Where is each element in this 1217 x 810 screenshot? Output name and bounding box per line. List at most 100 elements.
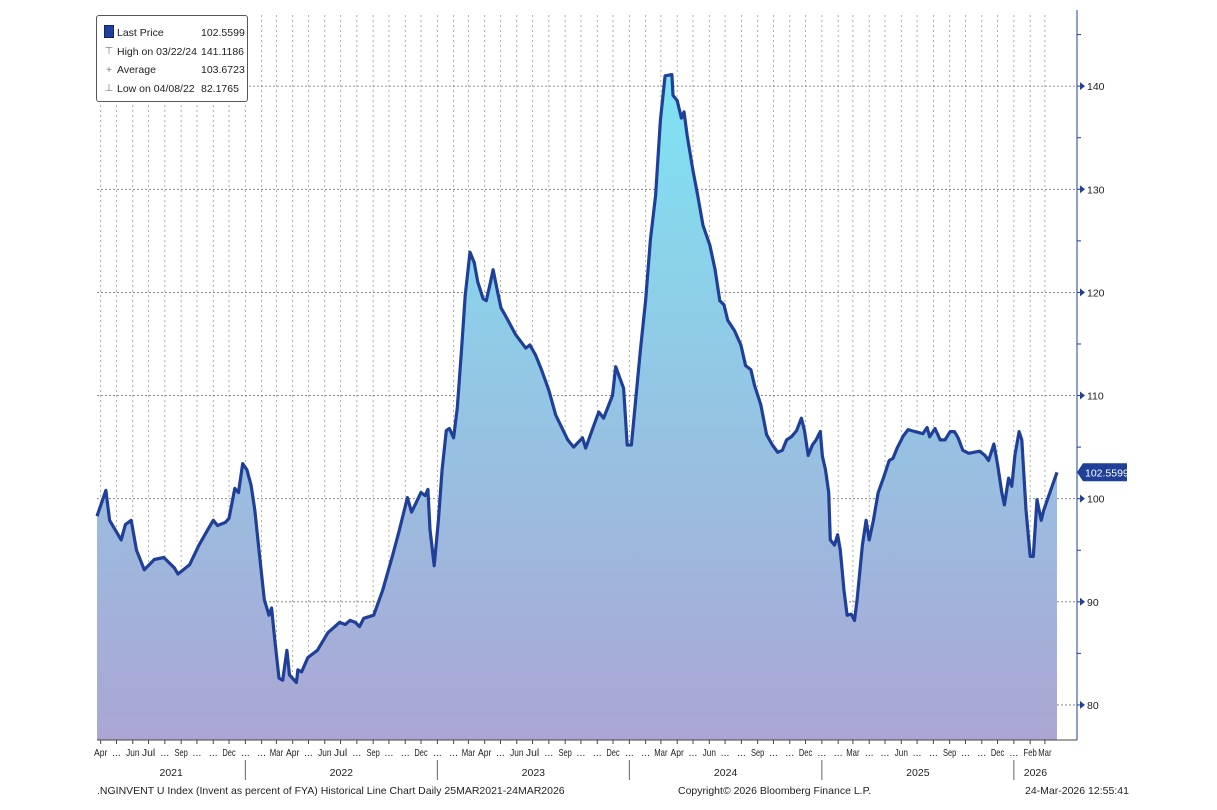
high-marker-icon: ⊤ (104, 46, 114, 58)
x-tick-label: Mar (1038, 747, 1052, 759)
legend-label: Last Price (117, 27, 164, 40)
x-tick-label: Jul (526, 747, 539, 759)
x-tick-label: Apr (286, 747, 300, 759)
x-tick-label: ... (257, 747, 266, 759)
x-tick-label: ... (817, 747, 826, 759)
legend-item-high: ⊤ High on 03/22/24 141.1186 (101, 43, 245, 62)
x-axis: Apr... Jun Jul... Sep...... Dec...... Mar Apr.… (94, 739, 1077, 780)
x-tick-label: Jul (142, 747, 155, 759)
x-tick-label: Dec (799, 747, 812, 759)
y-tick-label: 130 (1087, 184, 1105, 196)
x-tick-label: ... (785, 747, 794, 759)
x-tick-label: Jun (318, 747, 331, 759)
footer-description: .NGINVENT U Index (Invent as percent of … (97, 785, 565, 797)
x-tick-label: ... (449, 747, 458, 759)
x-tick-label: ... (352, 747, 361, 759)
y-tick-arrow-icon (1080, 288, 1085, 297)
x-tick-label: ... (641, 747, 650, 759)
footer-timestamp: 24-Mar-2026 12:55:41 (1025, 785, 1129, 797)
y-tick-label: 80 (1087, 700, 1099, 712)
x-tick-label: Mar (270, 747, 284, 759)
x-tick-label: ... (160, 747, 169, 759)
last-price-tag (1077, 463, 1127, 482)
legend-label: Average (117, 64, 156, 77)
x-tick-label: ... (593, 747, 602, 759)
x-tick-label: Dec (606, 747, 619, 759)
x-tick-label: Mar (654, 747, 668, 759)
gridlines (97, 15, 1077, 740)
legend-label: Low on 04/08/22 (117, 82, 195, 95)
x-tick-label: ... (929, 747, 938, 759)
x-tick-label: ... (881, 747, 890, 759)
x-tick-label: ... (401, 747, 410, 759)
x-tick-label: ... (433, 747, 442, 759)
x-tick-label: ... (689, 747, 698, 759)
x-tick-label: ... (385, 747, 394, 759)
legend-value: 82.1765 (201, 82, 239, 95)
filled-square-icon (101, 25, 117, 41)
x-tick-label: ... (737, 747, 746, 759)
legend-value: 141.1186 (201, 45, 245, 58)
year-label: 2024 (714, 767, 738, 779)
x-tick-label: ... (112, 747, 121, 759)
x-tick-label: Jun (126, 747, 139, 759)
legend-value: 102.5599 (201, 27, 245, 40)
footer-copyright: Copyright© 2026 Bloomberg Finance L.P. (678, 785, 872, 797)
price-line (95, 73, 1059, 685)
year-label: 2026 (1024, 767, 1048, 779)
x-tick-label: ... (625, 747, 634, 759)
x-tick-label: ... (241, 747, 250, 759)
y-tick-label: 120 (1087, 287, 1105, 299)
x-tick-label: ... (209, 747, 218, 759)
x-tick-label: Apr (94, 747, 108, 759)
x-tick-label: Mar (846, 747, 860, 759)
y-tick-arrow-icon (1080, 597, 1085, 606)
y-tick-label: 110 (1087, 391, 1104, 403)
x-tick-label: ... (977, 747, 986, 759)
x-tick-label: Sep (943, 747, 956, 759)
x-tick-label: Jun (895, 747, 908, 759)
year-label: 2023 (522, 767, 546, 779)
year-label: 2025 (906, 767, 930, 779)
x-tick-label: ... (193, 747, 202, 759)
y-axis: 80 90 100 110 120 130 140 102.5599 (1076, 10, 1129, 740)
area-fill (97, 74, 1057, 741)
y-tick-label: 100 (1087, 494, 1105, 506)
x-tick-label: Jul (334, 747, 347, 759)
legend: Last Price 102.5599 ⊤ High on 03/22/24 1… (96, 15, 248, 102)
x-tick-label: ... (721, 747, 730, 759)
x-tick-label: ... (769, 747, 778, 759)
x-tick-label: ... (304, 747, 313, 759)
y-tick-arrow-icon (1080, 494, 1085, 503)
year-label: 2021 (159, 767, 183, 779)
area-layer (95, 73, 1059, 741)
y-tick-label: 140 (1087, 81, 1105, 93)
legend-label: High on 03/22/24 (117, 45, 197, 58)
y-tick-arrow-icon (1080, 185, 1085, 194)
x-tick-label: Dec (414, 747, 427, 759)
x-tick-label: Jun (510, 747, 523, 759)
y-tick-label: 90 (1087, 597, 1099, 609)
legend-item-low: ⊥ Low on 04/08/22 82.1765 (101, 80, 243, 99)
y-tick-arrow-icon (1080, 700, 1085, 709)
x-tick-label: Sep (175, 747, 188, 759)
x-tick-label: Feb (1024, 747, 1037, 759)
legend-item-last-price: Last Price 102.5599 (101, 24, 245, 43)
x-tick-label: Mar (462, 747, 476, 759)
x-tick-label: Apr (478, 747, 492, 759)
x-tick-label: Dec (222, 747, 235, 759)
x-tick-label: ... (577, 747, 586, 759)
y-tick-arrow-icon (1080, 82, 1085, 91)
year-label: 2022 (330, 767, 354, 779)
legend-value: 103.6723 (201, 64, 245, 77)
x-tick-label: ... (544, 747, 553, 759)
plus-marker-icon: + (106, 64, 112, 76)
x-tick-label: Sep (367, 747, 380, 759)
x-tick-label: ... (961, 747, 970, 759)
x-tick-label: Jun (703, 747, 716, 759)
x-tick-label: ... (496, 747, 505, 759)
x-tick-label: ... (1009, 747, 1018, 759)
x-tick-label: ... (913, 747, 922, 759)
last-price-label: 102.5599 (1085, 467, 1129, 479)
